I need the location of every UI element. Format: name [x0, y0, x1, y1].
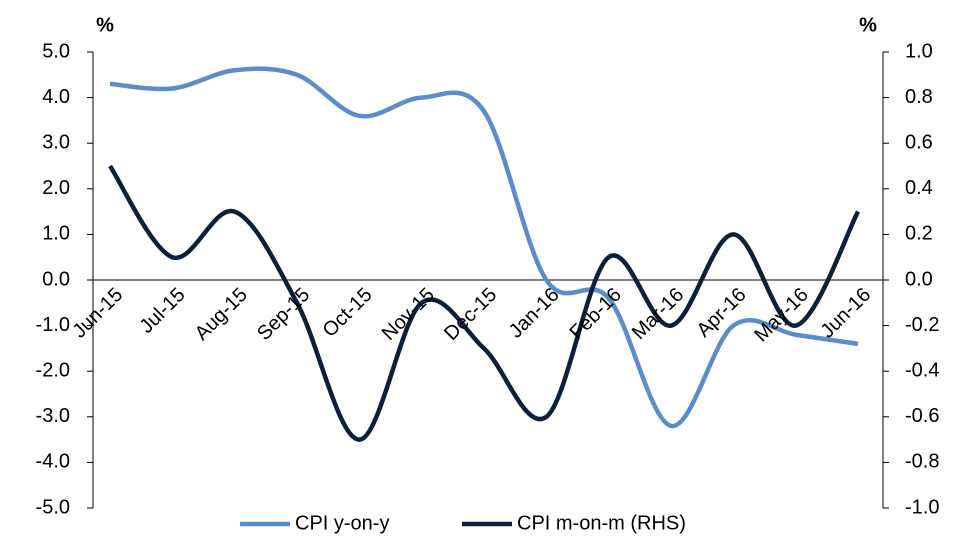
y2-tick-label: 0.4: [905, 177, 933, 199]
y2-tick-label: -0.8: [905, 451, 939, 473]
y2-tick-label: 0.2: [905, 223, 933, 245]
y-tick-label: -5.0: [36, 496, 70, 518]
y2-axis-label: %: [859, 14, 877, 36]
legend-label: CPI y-on-y: [295, 512, 389, 534]
y2-tick-label: -0.6: [905, 405, 939, 427]
y-axis-label: %: [96, 14, 114, 36]
y2-tick-label: 0.6: [905, 131, 933, 153]
y2-tick-label: -0.4: [905, 359, 939, 381]
y-tick-label: 2.0: [42, 177, 70, 199]
y-tick-label: 3.0: [42, 131, 70, 153]
x-tick-label: Aug-15: [191, 284, 252, 345]
y2-tick-label: -1.0: [905, 496, 939, 518]
y-tick-label: -2.0: [36, 359, 70, 381]
series-line: [108, 164, 860, 442]
y-tick-label: -1.0: [36, 314, 70, 336]
x-tick-label: Apr-16: [693, 284, 751, 342]
y-tick-label: 5.0: [42, 40, 70, 62]
y-tick-label: 4.0: [42, 86, 70, 108]
y2-tick-label: 0.0: [905, 268, 933, 290]
x-tick-label: Mar-16: [628, 284, 688, 344]
y2-tick-label: 0.8: [905, 86, 933, 108]
x-tick-label: Jun-16: [816, 284, 875, 343]
series-line: [109, 66, 859, 429]
y2-tick-label: 1.0: [905, 40, 933, 62]
x-tick-label: Jun-15: [68, 284, 127, 343]
x-tick-label: Jan-16: [505, 284, 564, 343]
x-tick-label: Sep-15: [253, 284, 314, 345]
x-tick-label: Jul-15: [136, 284, 190, 338]
y-tick-label: -4.0: [36, 451, 70, 473]
y-tick-label: 0.0: [42, 268, 70, 290]
y2-tick-label: -0.2: [905, 314, 939, 336]
y-tick-label: 1.0: [42, 223, 70, 245]
x-tick-label: Nov-15: [378, 284, 439, 345]
x-tick-label: Oct-15: [319, 284, 377, 342]
legend-label: CPI m-on-m (RHS): [517, 512, 686, 534]
y-tick-label: -3.0: [36, 405, 70, 427]
